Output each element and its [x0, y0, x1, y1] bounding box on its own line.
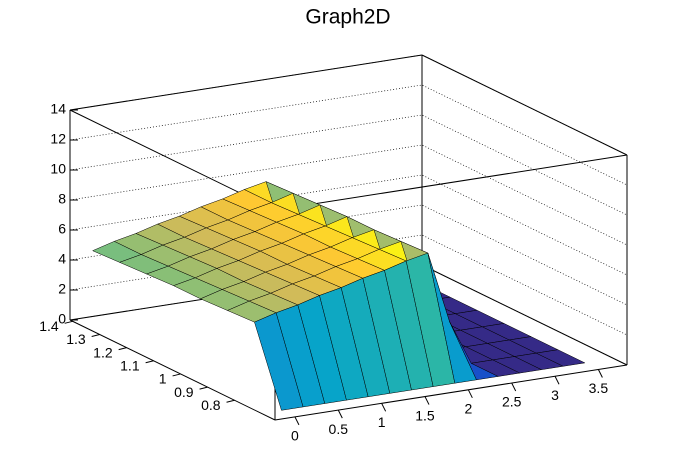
box-edge [274, 364, 628, 421]
y-tick [145, 360, 154, 364]
y-tick-label: 1 [159, 371, 167, 387]
x-tick-label: 0 [291, 428, 299, 444]
box-edge [274, 154, 628, 211]
box-edge [69, 319, 276, 421]
y-tick [199, 386, 208, 390]
x-tick [381, 403, 387, 412]
box-edge [421, 54, 628, 156]
y-tick [91, 333, 100, 337]
y-tick-label: 1.4 [39, 318, 59, 334]
x-tick [467, 389, 473, 399]
y-tick-label: 0.9 [174, 384, 194, 400]
x-tick-label: 3 [551, 387, 559, 403]
y-tick-label: 1.2 [93, 344, 113, 360]
x-tick [597, 369, 603, 378]
z-tick-label: 0 [58, 311, 66, 327]
x-tick [511, 382, 517, 392]
z-tick-label: 10 [50, 161, 66, 177]
x-tick-label: 0.5 [329, 421, 349, 437]
box-edge [421, 264, 628, 366]
z-tick-label: 6 [58, 221, 66, 237]
y-tick-label: 1.3 [66, 331, 86, 347]
y-tick [172, 373, 181, 377]
x-tick [337, 409, 343, 419]
z-tick-label: 4 [58, 251, 66, 267]
x-tick-label: 3.5 [589, 380, 609, 396]
x-tick [424, 396, 430, 405]
x-tick-label: 2.5 [502, 394, 522, 410]
z-tick-label: 12 [50, 131, 66, 147]
y-tick-label: 1.1 [120, 357, 140, 373]
chart-title: Graph2D [305, 6, 390, 29]
surface-cell [535, 349, 586, 367]
x-tick [554, 376, 560, 385]
y-tick [226, 399, 235, 403]
z-tick-label: 8 [58, 191, 66, 207]
y-tick [64, 320, 73, 324]
z-tick-label: 2 [58, 281, 66, 297]
z-tick-label: 14 [50, 101, 66, 117]
x-tick-label: 2 [464, 400, 472, 416]
y-tick [118, 347, 127, 351]
y-tick-label: 0.8 [201, 397, 221, 413]
x-tick-label: 1 [378, 414, 386, 430]
box-edge [69, 54, 423, 111]
x-tick-label: 1.5 [415, 407, 435, 423]
x-tick [294, 416, 300, 426]
